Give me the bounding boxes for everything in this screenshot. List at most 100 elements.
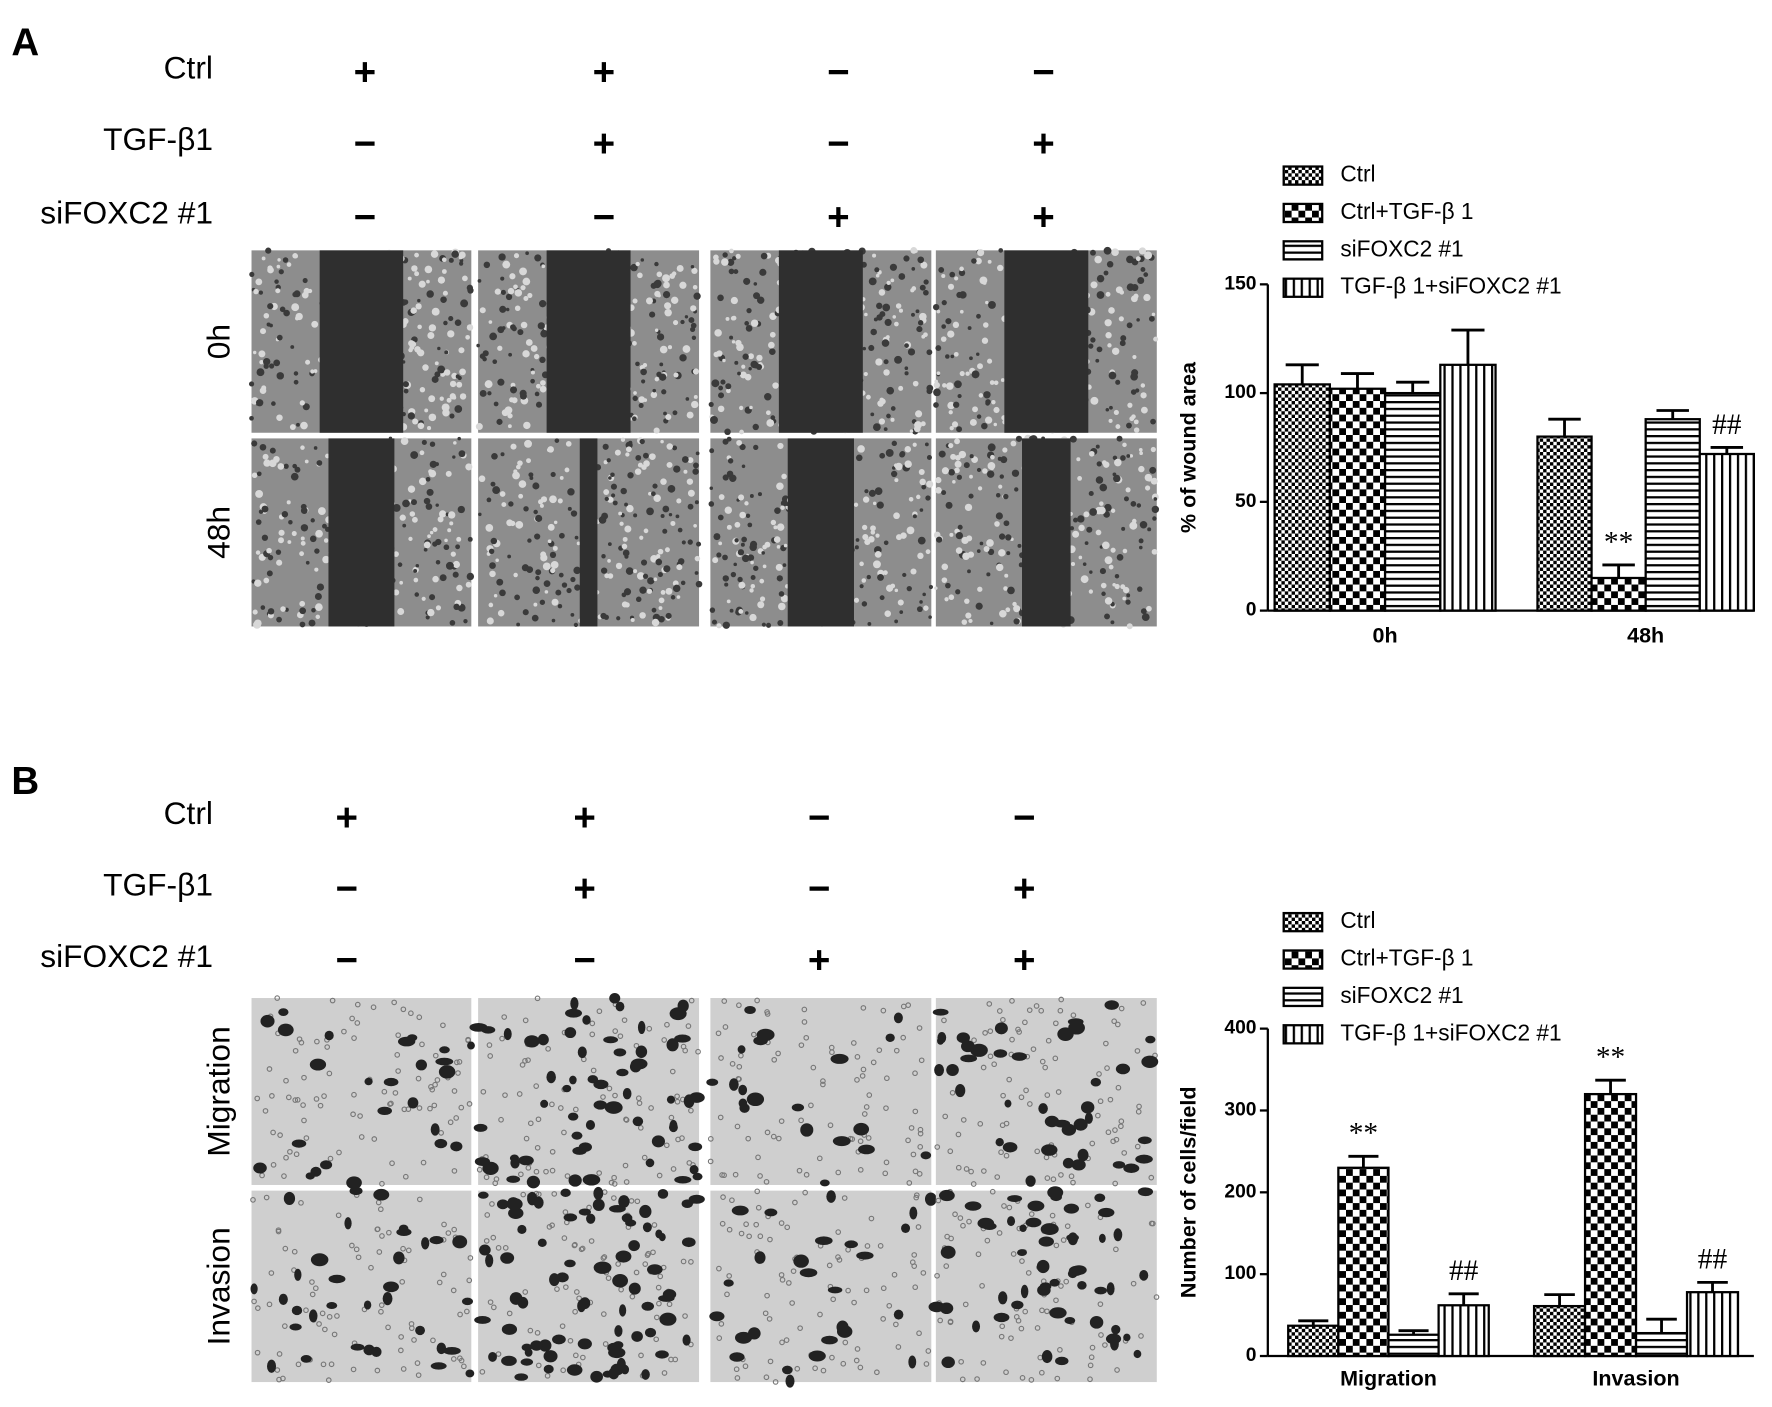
cell <box>418 280 426 288</box>
cell <box>657 293 661 298</box>
cell <box>1115 379 1121 385</box>
cell <box>456 584 463 592</box>
cell <box>434 462 439 467</box>
cell <box>925 495 931 501</box>
cell <box>968 618 973 624</box>
stained-cell <box>415 1325 426 1336</box>
error-bar <box>1396 380 1430 394</box>
cell <box>479 307 486 314</box>
stained-cell <box>830 1053 849 1064</box>
cell <box>489 332 498 341</box>
cell <box>554 438 560 443</box>
pore <box>287 1148 293 1155</box>
cell <box>299 400 305 406</box>
cell <box>737 576 743 583</box>
cell <box>539 503 544 508</box>
cell <box>532 482 540 490</box>
cell <box>747 522 753 528</box>
pore <box>883 1105 889 1112</box>
cell <box>248 381 255 387</box>
cell <box>486 617 494 625</box>
cell <box>558 572 564 578</box>
cell <box>1088 490 1094 497</box>
pore <box>1003 1369 1009 1376</box>
cell <box>277 258 281 262</box>
cell <box>995 512 1003 520</box>
cell <box>502 260 511 269</box>
cell <box>465 463 473 471</box>
cell <box>988 300 996 309</box>
pore <box>920 1270 927 1276</box>
legend-swatch <box>1282 986 1324 1008</box>
cell <box>783 543 788 548</box>
treatment-sign: + <box>1013 939 1035 982</box>
cell <box>519 389 527 397</box>
pore <box>789 1300 795 1306</box>
pore <box>527 1120 534 1127</box>
cell <box>1151 548 1158 555</box>
stained-cell <box>582 1015 591 1025</box>
cell <box>676 595 681 599</box>
stained-cell <box>396 1228 412 1237</box>
cell <box>726 524 732 530</box>
pore <box>915 1224 922 1230</box>
cell <box>750 575 756 580</box>
cell <box>508 501 514 507</box>
cell <box>271 401 276 406</box>
cell <box>983 322 989 328</box>
cell <box>249 415 254 421</box>
cell <box>949 271 956 278</box>
pore <box>882 1170 889 1177</box>
pore <box>656 1300 662 1307</box>
cell <box>414 252 419 258</box>
stained-cell <box>639 1204 652 1219</box>
stained-cell <box>1019 1224 1027 1232</box>
cell <box>867 622 872 626</box>
pore <box>1045 1037 1052 1044</box>
pore <box>1134 1143 1141 1150</box>
cell <box>510 324 516 330</box>
pore <box>296 1036 303 1043</box>
cell <box>621 601 628 608</box>
cell <box>429 594 436 601</box>
pore <box>492 1180 499 1187</box>
stained-cell <box>383 1077 399 1087</box>
cell <box>983 546 990 552</box>
cell <box>292 291 298 298</box>
cell <box>1123 496 1129 502</box>
pore <box>611 1181 618 1187</box>
cell <box>267 554 274 561</box>
y-tick-label: 100 <box>1224 382 1256 403</box>
cell <box>978 393 984 398</box>
cell <box>1003 586 1008 591</box>
pore <box>291 1248 298 1255</box>
cell <box>294 466 301 473</box>
pore <box>458 1357 465 1364</box>
pore <box>1105 1129 1112 1136</box>
cell <box>1017 543 1022 548</box>
cell <box>884 318 892 326</box>
micrograph-bg <box>478 998 700 1185</box>
stained-cell <box>320 1160 333 1170</box>
pore <box>1003 1120 1010 1127</box>
cell <box>1143 293 1151 302</box>
pore <box>416 1105 423 1111</box>
cell <box>509 386 518 394</box>
error-bar <box>1448 1292 1479 1306</box>
cell <box>426 488 434 496</box>
cell <box>1110 508 1116 513</box>
cell <box>883 427 888 432</box>
cell <box>761 622 766 627</box>
cell <box>668 512 673 517</box>
pore <box>405 1247 412 1254</box>
cell <box>877 573 884 581</box>
cell <box>916 326 923 333</box>
cell <box>397 608 405 616</box>
cell <box>1132 518 1137 524</box>
pore <box>917 1130 924 1137</box>
stained-cell <box>1071 1159 1086 1171</box>
pore <box>294 1097 301 1103</box>
stained-cell <box>858 1144 875 1155</box>
stained-cell <box>964 1201 982 1211</box>
stained-cell <box>565 1008 583 1018</box>
